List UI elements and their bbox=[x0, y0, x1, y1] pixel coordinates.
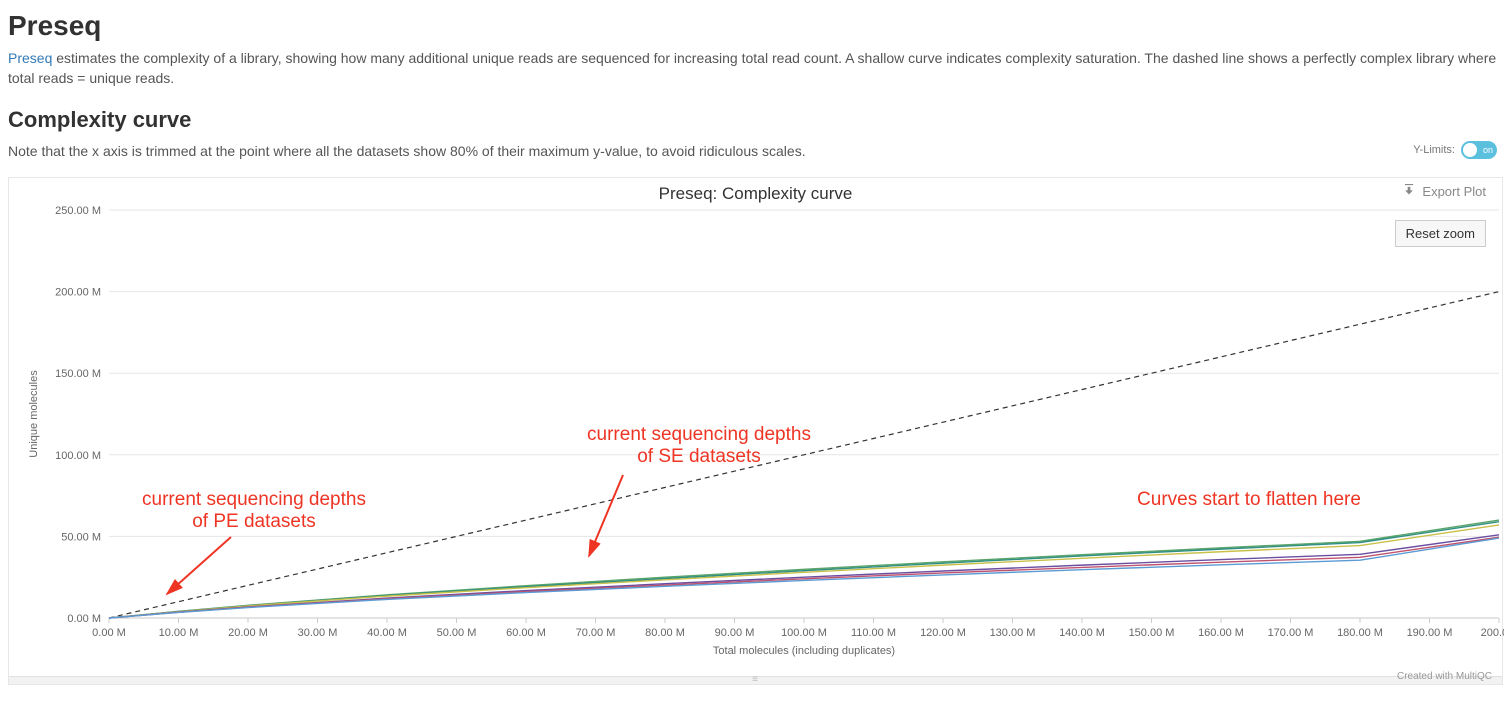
svg-text:60.00 M: 60.00 M bbox=[506, 627, 546, 639]
download-icon bbox=[1402, 184, 1416, 198]
svg-text:Total molecules (including dup: Total molecules (including duplicates) bbox=[713, 645, 895, 657]
svg-text:0.00 M: 0.00 M bbox=[67, 613, 101, 625]
svg-text:20.00 M: 20.00 M bbox=[228, 627, 268, 639]
export-plot-label: Export Plot bbox=[1422, 184, 1486, 199]
resize-handle[interactable]: ≡ bbox=[9, 676, 1502, 684]
preseq-link[interactable]: Preseq bbox=[8, 50, 52, 66]
svg-text:50.00 M: 50.00 M bbox=[437, 627, 477, 639]
svg-text:0.00 M: 0.00 M bbox=[92, 627, 126, 639]
svg-text:90.00 M: 90.00 M bbox=[715, 627, 755, 639]
svg-text:Unique molecules: Unique molecules bbox=[28, 370, 40, 458]
svg-text:current sequencing depths: current sequencing depths bbox=[587, 424, 811, 445]
svg-text:Curves start to flatten here: Curves start to flatten here bbox=[1137, 489, 1361, 510]
svg-text:140.00 M: 140.00 M bbox=[1059, 627, 1105, 639]
svg-text:10.00 M: 10.00 M bbox=[159, 627, 199, 639]
svg-text:30.00 M: 30.00 M bbox=[298, 627, 338, 639]
svg-text:40.00 M: 40.00 M bbox=[367, 627, 407, 639]
svg-text:100.00 M: 100.00 M bbox=[781, 627, 827, 639]
svg-text:of SE datasets: of SE datasets bbox=[637, 446, 761, 467]
svg-text:150.00 M: 150.00 M bbox=[1129, 627, 1175, 639]
svg-text:160.00 M: 160.00 M bbox=[1198, 627, 1244, 639]
subsection-note: Note that the x axis is trimmed at the p… bbox=[8, 141, 806, 161]
svg-text:70.00 M: 70.00 M bbox=[576, 627, 616, 639]
svg-text:190.00 M: 190.00 M bbox=[1407, 627, 1453, 639]
svg-text:80.00 M: 80.00 M bbox=[645, 627, 685, 639]
svg-text:170.00 M: 170.00 M bbox=[1268, 627, 1314, 639]
reset-zoom-button[interactable]: Reset zoom bbox=[1395, 220, 1486, 247]
section-description: Preseq estimates the complexity of a lib… bbox=[8, 48, 1498, 89]
svg-text:100.00 M: 100.00 M bbox=[55, 450, 101, 462]
ylimits-toggle[interactable]: on bbox=[1461, 141, 1497, 159]
svg-text:current sequencing depths: current sequencing depths bbox=[142, 489, 366, 510]
svg-text:200.00 M: 200.00 M bbox=[55, 286, 101, 298]
svg-text:50.00 M: 50.00 M bbox=[61, 531, 101, 543]
subsection-title: Complexity curve bbox=[8, 107, 1503, 133]
svg-text:of PE datasets: of PE datasets bbox=[192, 511, 316, 532]
svg-text:130.00 M: 130.00 M bbox=[990, 627, 1036, 639]
section-title: Preseq bbox=[8, 10, 1503, 42]
ylimits-label: Y-Limits: bbox=[1413, 144, 1455, 156]
svg-text:250.00 M: 250.00 M bbox=[55, 205, 101, 217]
chart-credit: Created with MultiQC bbox=[1397, 671, 1492, 682]
complexity-chart[interactable]: 0.00 M 50.00 M 100.00 M 150.00 M 200.00 M 250… bbox=[9, 178, 1504, 676]
svg-text:180.00 M: 180.00 M bbox=[1337, 627, 1383, 639]
svg-text:200.0...: 200.0... bbox=[1481, 627, 1504, 639]
svg-text:150.00 M: 150.00 M bbox=[55, 368, 101, 380]
chart-container: Preseq: Complexity curve Export Plot Res… bbox=[8, 177, 1503, 685]
export-plot-button[interactable]: Export Plot bbox=[1402, 184, 1486, 199]
svg-text:120.00 M: 120.00 M bbox=[920, 627, 966, 639]
svg-text:110.00 M: 110.00 M bbox=[851, 627, 896, 639]
section-desc-text: estimates the complexity of a library, s… bbox=[8, 50, 1496, 86]
